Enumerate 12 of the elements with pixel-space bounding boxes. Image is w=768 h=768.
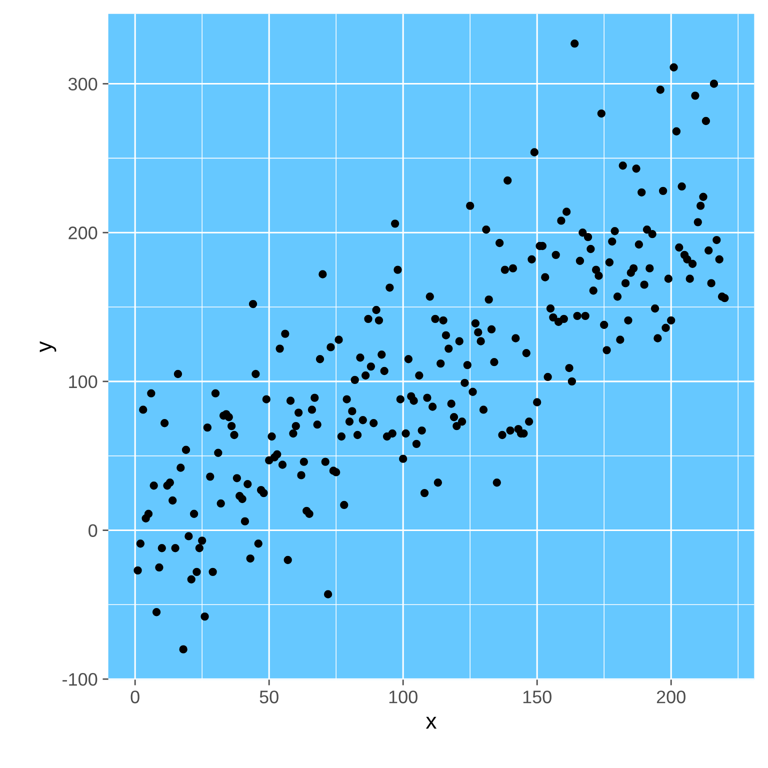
y-tick-label: 300 — [68, 78, 98, 90]
x-tick-label: 0 — [130, 690, 140, 704]
y-axis-title: y — [40, 341, 56, 352]
y-tick-label: -100 — [62, 673, 98, 686]
y-tick-label: 100 — [69, 375, 98, 388]
x-axis-title: x — [426, 716, 437, 729]
x-tick-label: 50 — [260, 690, 278, 704]
y-tick-label: 0 — [88, 524, 98, 537]
x-tick-label: 150 — [523, 690, 552, 704]
x-tick-label: 100 — [389, 690, 418, 704]
x-tick-label: 200 — [656, 690, 686, 704]
y-tick-label: 200 — [68, 226, 98, 240]
